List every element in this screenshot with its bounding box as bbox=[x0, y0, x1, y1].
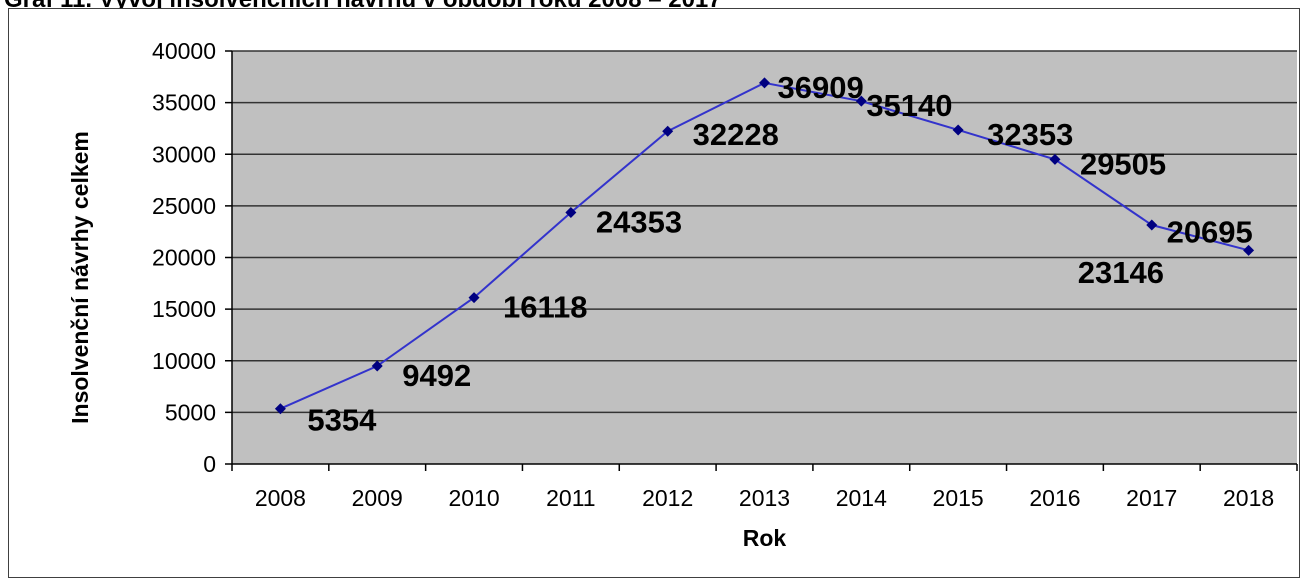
data-point-2009 bbox=[371, 360, 383, 372]
y-tick-label-20000: 20000 bbox=[152, 245, 216, 271]
y-tick-label-35000: 35000 bbox=[152, 90, 216, 116]
data-point-2017 bbox=[1146, 219, 1158, 231]
data-point-2016 bbox=[1049, 153, 1061, 165]
x-tick-label-2016: 2016 bbox=[1029, 485, 1080, 511]
data-label-2012: 32228 bbox=[693, 117, 779, 152]
y-tick-label-10000: 10000 bbox=[152, 348, 216, 374]
x-tick-label-2010: 2010 bbox=[448, 485, 499, 511]
axes bbox=[225, 50, 1298, 471]
x-tick-label-2018: 2018 bbox=[1223, 485, 1274, 511]
line-chart: 0 5000 10000 15000 20000 25000 30000 35000 40000… bbox=[67, 38, 1298, 551]
x-tick-label-2011: 2011 bbox=[546, 485, 595, 511]
y-tick-label-5000: 5000 bbox=[165, 399, 216, 425]
x-tick-label-2017: 2017 bbox=[1126, 485, 1177, 511]
y-axis-title: Insolvenční návrhy celkem bbox=[67, 131, 93, 424]
x-tick-label-2013: 2013 bbox=[739, 485, 790, 511]
x-tick-label-2012: 2012 bbox=[642, 485, 693, 511]
y-tick-label-40000: 40000 bbox=[152, 38, 216, 64]
data-label-2015: 32353 bbox=[987, 117, 1073, 152]
x-tick-label-2008: 2008 bbox=[255, 485, 306, 511]
series bbox=[274, 77, 1255, 415]
gridlines bbox=[232, 50, 1297, 414]
x-tick-label-2015: 2015 bbox=[933, 485, 984, 511]
data-point-2012 bbox=[662, 125, 674, 137]
x-tick-label-2009: 2009 bbox=[352, 485, 403, 511]
data-label-2009: 9492 bbox=[402, 358, 471, 393]
data-point-2015 bbox=[952, 124, 964, 136]
data-point-2014 bbox=[855, 95, 867, 107]
data-label-2008: 5354 bbox=[307, 403, 377, 438]
data-label-2013: 36909 bbox=[778, 70, 864, 105]
y-tick-label-30000: 30000 bbox=[152, 141, 216, 167]
data-point-2011 bbox=[565, 207, 577, 219]
y-tick-label-0: 0 bbox=[203, 451, 216, 477]
data-label-2017: 23146 bbox=[1078, 255, 1164, 290]
data-label-2010: 16118 bbox=[503, 290, 587, 325]
x-axis-title: Rok bbox=[743, 525, 787, 551]
data-point-2018 bbox=[1243, 244, 1255, 256]
y-tick-label-25000: 25000 bbox=[152, 193, 216, 219]
data-point-2010 bbox=[468, 292, 480, 304]
data-label-2018: 20695 bbox=[1167, 214, 1253, 249]
y-tick-labels: 0 5000 10000 15000 20000 25000 30000 35000 40000 bbox=[152, 38, 216, 477]
data-label-2011: 24353 bbox=[596, 205, 682, 240]
chart-frame: 0 5000 10000 15000 20000 25000 30000 35000 40000… bbox=[8, 8, 1300, 578]
data-point-2008 bbox=[274, 403, 286, 415]
y-tick-label-15000: 15000 bbox=[152, 296, 216, 322]
x-tick-label-2014: 2014 bbox=[836, 485, 887, 511]
x-tick-labels: 2008 2009 2010 2011 2012 2013 2014 2015 2016 2017… bbox=[255, 485, 1274, 511]
data-label-2014: 35140 bbox=[866, 88, 952, 123]
data-point-2013 bbox=[759, 77, 770, 89]
data-label-2016: 29505 bbox=[1080, 146, 1166, 181]
